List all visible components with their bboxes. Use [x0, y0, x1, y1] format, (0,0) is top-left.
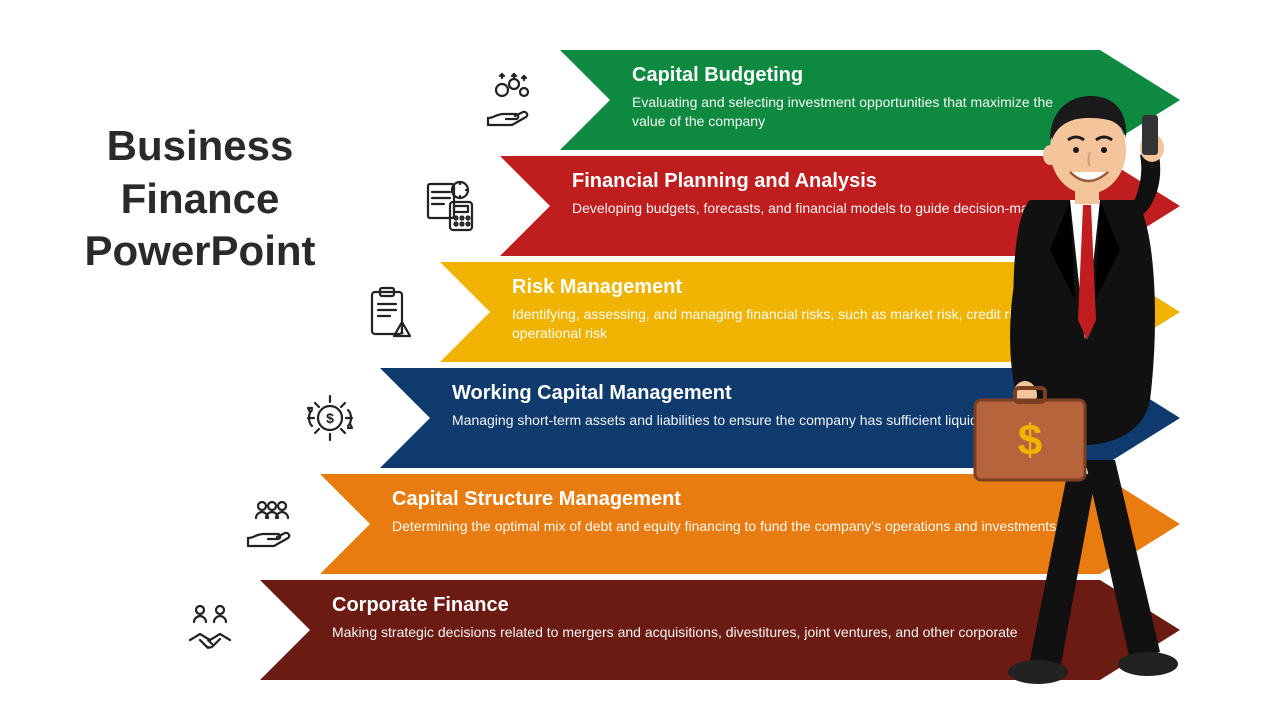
businessman-illustration: $ [920, 40, 1220, 700]
clipboard-warn-icon [360, 282, 420, 342]
people-hand-icon [240, 494, 300, 554]
hand-growth-icon [480, 70, 540, 130]
slide-title: BusinessFinancePowerPoint [60, 120, 340, 278]
doc-calc-icon [420, 176, 480, 236]
svg-text:$: $ [326, 410, 334, 426]
handshake-people-icon [180, 600, 240, 660]
svg-text:$: $ [1018, 416, 1042, 465]
gear-dollar-icon: $ [300, 388, 360, 448]
